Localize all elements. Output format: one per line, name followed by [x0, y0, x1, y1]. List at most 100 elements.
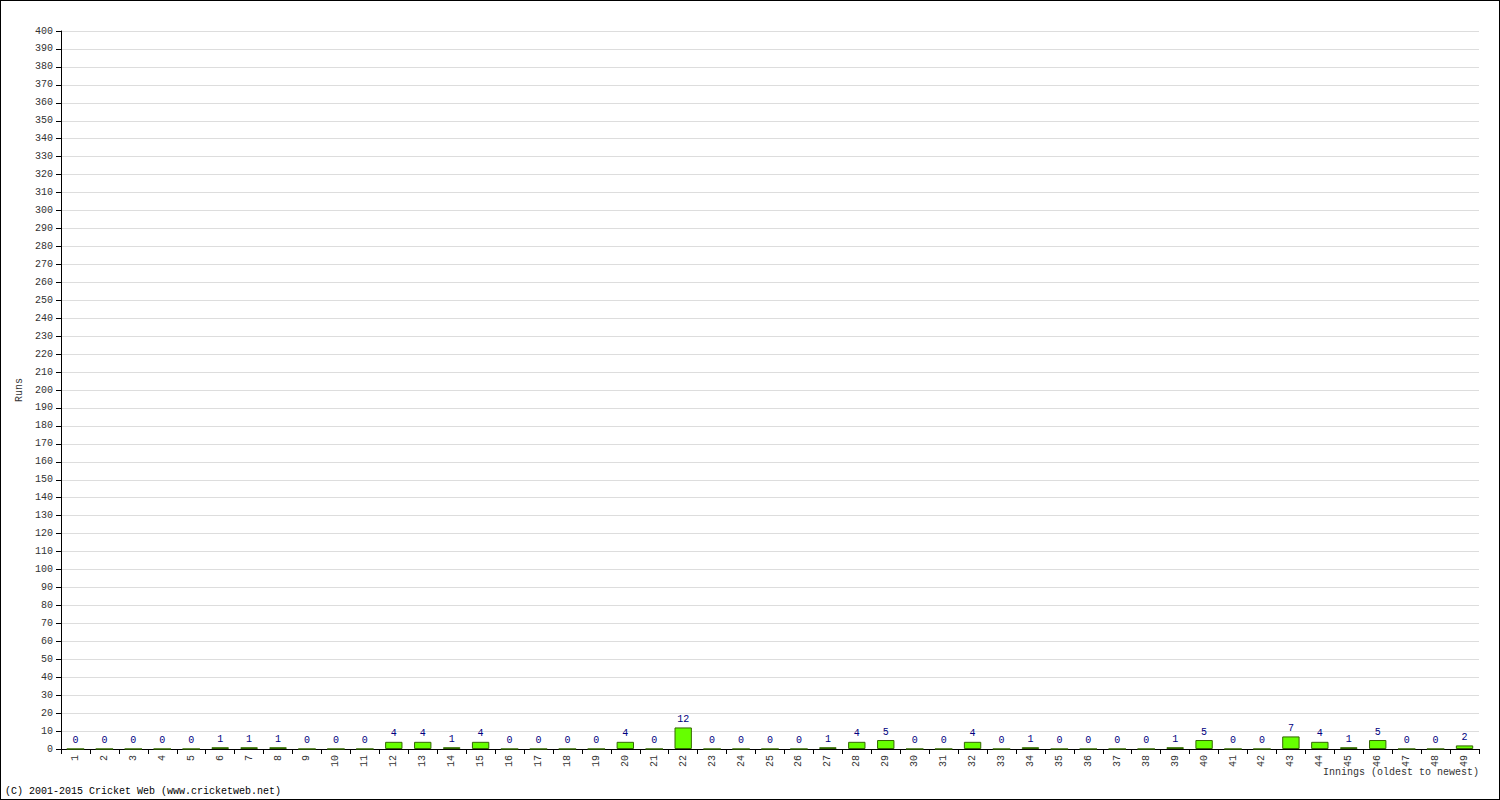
- svg-text:0: 0: [159, 735, 165, 746]
- svg-text:350: 350: [35, 115, 53, 126]
- svg-text:390: 390: [35, 43, 53, 54]
- svg-text:330: 330: [35, 151, 53, 162]
- svg-text:0: 0: [535, 735, 541, 746]
- svg-text:14: 14: [446, 755, 457, 767]
- svg-text:18: 18: [562, 755, 573, 767]
- svg-text:Innings (oldest to newest): Innings (oldest to newest): [1323, 767, 1479, 778]
- svg-text:12: 12: [677, 714, 689, 725]
- svg-text:6: 6: [215, 755, 226, 761]
- svg-text:0: 0: [593, 735, 599, 746]
- svg-text:0: 0: [130, 735, 136, 746]
- svg-text:3: 3: [128, 755, 139, 761]
- svg-text:0: 0: [941, 735, 947, 746]
- svg-text:39: 39: [1170, 755, 1181, 767]
- svg-text:120: 120: [35, 528, 53, 539]
- svg-text:220: 220: [35, 349, 53, 360]
- svg-text:1: 1: [1346, 734, 1352, 745]
- svg-text:180: 180: [35, 420, 53, 431]
- svg-text:60: 60: [41, 636, 53, 647]
- svg-text:0: 0: [709, 735, 715, 746]
- svg-text:(C) 2001-2015 Cricket Web (www: (C) 2001-2015 Cricket Web (www.cricketwe…: [5, 786, 281, 797]
- svg-text:0: 0: [999, 735, 1005, 746]
- svg-text:20: 20: [41, 708, 53, 719]
- svg-text:0: 0: [101, 735, 107, 746]
- svg-text:4: 4: [622, 728, 628, 739]
- svg-text:280: 280: [35, 241, 53, 252]
- svg-text:4: 4: [854, 728, 860, 739]
- svg-text:49: 49: [1459, 755, 1470, 767]
- svg-text:90: 90: [41, 582, 53, 593]
- svg-text:43: 43: [1285, 755, 1296, 767]
- svg-text:19: 19: [591, 755, 602, 767]
- svg-text:28: 28: [851, 755, 862, 767]
- svg-text:170: 170: [35, 438, 53, 449]
- svg-text:34: 34: [1025, 755, 1036, 767]
- svg-text:33: 33: [996, 755, 1007, 767]
- svg-text:22: 22: [678, 755, 689, 767]
- svg-text:29: 29: [880, 755, 891, 767]
- svg-text:100: 100: [35, 564, 53, 575]
- svg-text:0: 0: [1259, 735, 1265, 746]
- svg-text:0: 0: [333, 735, 339, 746]
- svg-text:260: 260: [35, 277, 53, 288]
- svg-text:140: 140: [35, 492, 53, 503]
- svg-text:1: 1: [825, 734, 831, 745]
- svg-text:4: 4: [478, 728, 484, 739]
- svg-text:12: 12: [388, 755, 399, 767]
- svg-text:7: 7: [1288, 723, 1294, 734]
- svg-text:40: 40: [1199, 755, 1210, 767]
- svg-text:20: 20: [620, 755, 631, 767]
- svg-text:17: 17: [533, 755, 544, 767]
- svg-text:37: 37: [1112, 755, 1123, 767]
- svg-text:1: 1: [449, 734, 455, 745]
- svg-text:230: 230: [35, 331, 53, 342]
- svg-text:1: 1: [1172, 734, 1178, 745]
- svg-text:190: 190: [35, 402, 53, 413]
- svg-text:0: 0: [1143, 735, 1149, 746]
- svg-text:320: 320: [35, 169, 53, 180]
- svg-text:7: 7: [244, 755, 255, 761]
- svg-text:5: 5: [186, 755, 197, 761]
- svg-text:32: 32: [967, 755, 978, 767]
- svg-text:0: 0: [912, 735, 918, 746]
- svg-text:10: 10: [41, 726, 53, 737]
- svg-text:15: 15: [475, 755, 486, 767]
- svg-text:5: 5: [883, 727, 889, 738]
- svg-text:80: 80: [41, 600, 53, 611]
- svg-text:16: 16: [504, 755, 515, 767]
- svg-text:1: 1: [246, 734, 252, 745]
- svg-text:9: 9: [301, 755, 312, 761]
- svg-text:44: 44: [1314, 755, 1325, 767]
- svg-text:21: 21: [649, 755, 660, 767]
- svg-text:70: 70: [41, 618, 53, 629]
- svg-text:24: 24: [736, 755, 747, 767]
- svg-text:45: 45: [1343, 755, 1354, 767]
- svg-text:40: 40: [41, 672, 53, 683]
- svg-text:4: 4: [1317, 728, 1323, 739]
- svg-text:46: 46: [1372, 755, 1383, 767]
- svg-text:0: 0: [72, 735, 78, 746]
- svg-text:360: 360: [35, 97, 53, 108]
- svg-text:48: 48: [1430, 755, 1441, 767]
- svg-text:35: 35: [1054, 755, 1065, 767]
- svg-text:0: 0: [1085, 735, 1091, 746]
- svg-text:380: 380: [35, 61, 53, 72]
- svg-text:27: 27: [822, 755, 833, 767]
- svg-text:370: 370: [35, 79, 53, 90]
- svg-text:31: 31: [938, 755, 949, 767]
- svg-text:30: 30: [41, 690, 53, 701]
- svg-text:5: 5: [1375, 727, 1381, 738]
- svg-text:0: 0: [507, 735, 513, 746]
- svg-text:2: 2: [99, 755, 110, 761]
- svg-text:0: 0: [304, 735, 310, 746]
- svg-text:0: 0: [1404, 735, 1410, 746]
- svg-text:130: 130: [35, 510, 53, 521]
- svg-text:2: 2: [1462, 732, 1468, 743]
- svg-text:0: 0: [767, 735, 773, 746]
- svg-text:160: 160: [35, 456, 53, 467]
- svg-text:0: 0: [796, 735, 802, 746]
- svg-text:0: 0: [188, 735, 194, 746]
- svg-text:340: 340: [35, 133, 53, 144]
- svg-text:0: 0: [1433, 735, 1439, 746]
- svg-text:4: 4: [970, 728, 976, 739]
